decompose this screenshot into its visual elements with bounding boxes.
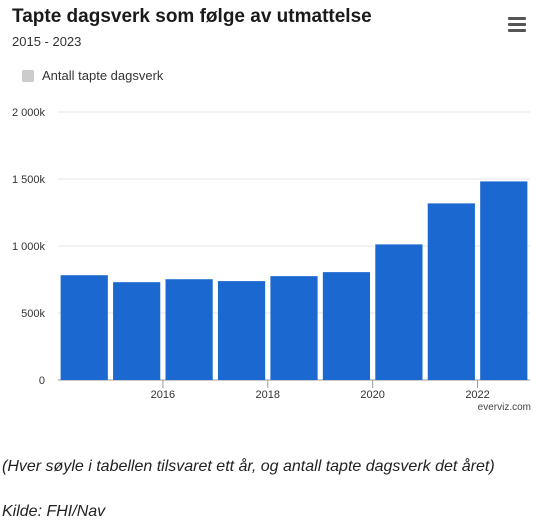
chart-plot-area: 0 500k 1 000k 1 500k 2 000k 2016 2018 2020 2022: [12, 107, 530, 401]
legend-swatch: [22, 69, 34, 82]
source-note: Kilde: FHI/Nav: [2, 503, 106, 520]
x-tick-label: 2022: [465, 389, 489, 401]
bar-2016[interactable]: [113, 282, 161, 380]
x-tick-label: 2016: [151, 389, 175, 401]
legend-label: Antall tapte dagsverk: [42, 68, 164, 83]
bar-2020[interactable]: [322, 272, 371, 380]
y-tick-label: 1 000k: [12, 241, 46, 253]
chart-subtitle: 2015 - 2023: [12, 34, 82, 49]
chart-caption: (Hver søyle i tabellen tilsvaret ett år,…: [2, 458, 495, 475]
bar-2018[interactable]: [217, 281, 266, 380]
y-tick-label: 500k: [21, 308, 45, 320]
bar-2023[interactable]: [480, 181, 528, 380]
y-tick-label: 0: [39, 375, 45, 387]
bar-2015[interactable]: [60, 275, 108, 380]
credits-link[interactable]: everviz.com: [477, 402, 531, 413]
y-tick-label: 2 000k: [12, 107, 46, 119]
x-tick-label: 2020: [360, 389, 384, 401]
legend-item[interactable]: Antall tapte dagsverk: [22, 68, 163, 83]
bar-2017[interactable]: [165, 279, 213, 380]
y-tick-label: 1 500k: [12, 174, 46, 186]
hamburger-menu-icon[interactable]: [508, 17, 526, 33]
bar-2021[interactable]: [375, 244, 423, 380]
bar-2019[interactable]: [270, 276, 318, 380]
x-tick-label: 2018: [256, 389, 280, 401]
chart-title: Tapte dagsverk som følge av utmattelse: [12, 6, 372, 27]
bar-2022[interactable]: [427, 203, 475, 380]
